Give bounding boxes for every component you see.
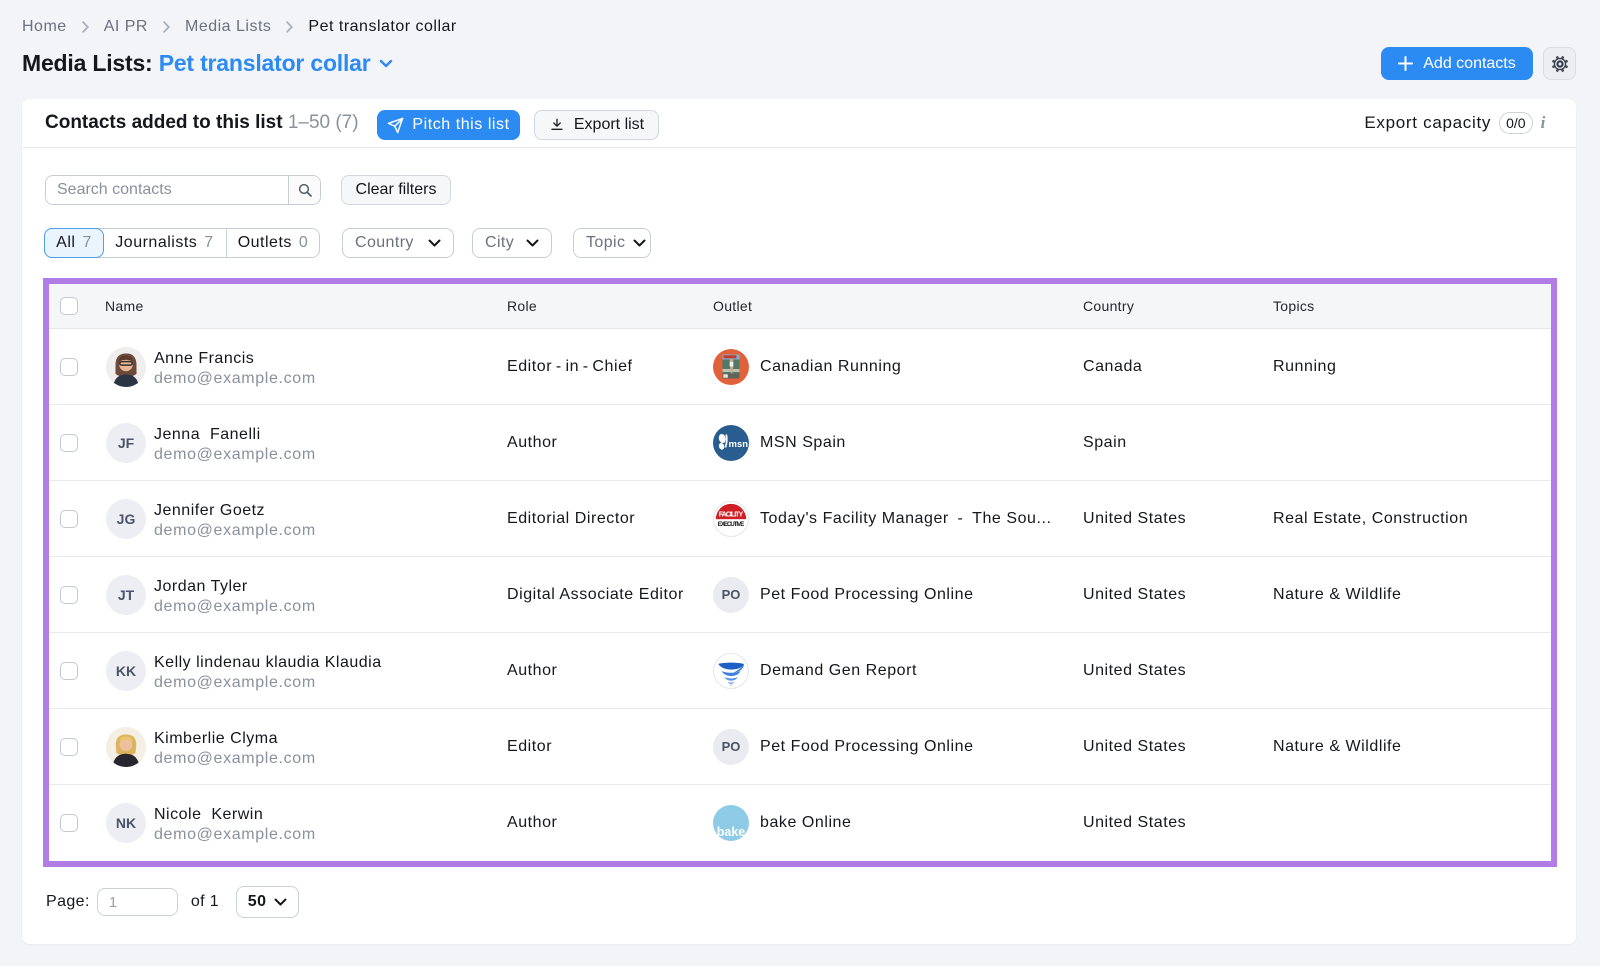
svg-text:msn: msn (729, 439, 749, 450)
svg-text:bake: bake (717, 825, 746, 839)
svg-text:EXECUTIVE: EXECUTIVE (718, 522, 744, 528)
svg-text:FACILITY: FACILITY (719, 510, 744, 518)
